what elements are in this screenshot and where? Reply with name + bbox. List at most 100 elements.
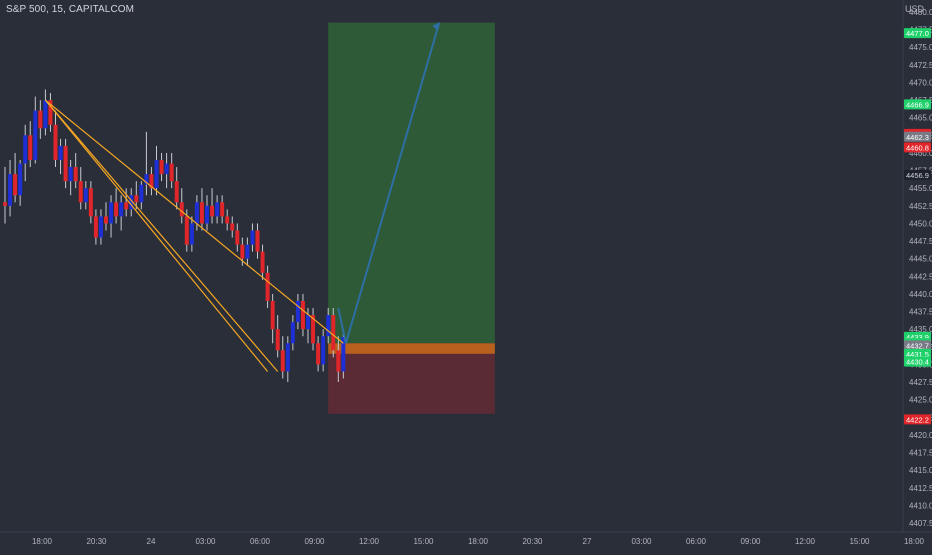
x-tick-label: 18:00: [32, 537, 53, 546]
candle-body: [174, 181, 179, 203]
x-tick-label: 03:00: [631, 537, 652, 546]
y-tick-label: 4407.5: [909, 519, 932, 528]
wedge-upper-line[interactable]: [45, 99, 344, 344]
candle-body: [88, 188, 93, 217]
x-tick-label: 09:00: [304, 537, 325, 546]
candle-body: [326, 315, 331, 337]
x-tick-label: 06:00: [250, 537, 271, 546]
candle-body: [255, 230, 260, 252]
price-label-badge: [904, 131, 931, 142]
candle-body: [129, 195, 134, 210]
candle-body: [341, 336, 346, 372]
x-tick-label: 18:00: [904, 537, 925, 546]
candle-body: [169, 163, 174, 182]
candle-body: [260, 251, 265, 273]
x-tick-label: 15:00: [849, 537, 870, 546]
candle-body: [83, 188, 88, 203]
candle-body: [210, 205, 215, 217]
candle-body: [8, 174, 13, 206]
target-zone[interactable]: [328, 22, 495, 344]
x-tick-label: 20:30: [522, 537, 543, 546]
y-tick-label: 4415.0: [909, 466, 932, 475]
y-tick-label: 4412.5: [909, 484, 932, 493]
candle-body: [311, 315, 316, 344]
candle-body: [184, 216, 189, 245]
y-tick-label: 4470.0: [909, 78, 932, 87]
candle-body: [280, 350, 285, 372]
candle-body: [134, 195, 139, 203]
candle-body: [245, 244, 250, 259]
price-label-badge: [904, 28, 931, 39]
wedge-lower-line[interactable]: [44, 99, 269, 372]
candle-body: [194, 202, 199, 224]
price-label-badge: [904, 340, 931, 351]
price-labels: 4477.04466.94462.74462.34460.84456.94433…: [904, 28, 931, 425]
candle-body: [300, 300, 305, 330]
price-label-badge: [904, 169, 931, 180]
x-tick-label: 20:30: [86, 537, 107, 546]
y-tick-label: 4445.0: [909, 255, 932, 264]
candle-body: [275, 329, 280, 351]
drawings-layer[interactable]: [44, 22, 441, 372]
candle-body: [154, 160, 159, 189]
candle-body: [149, 174, 154, 189]
candle-body: [98, 216, 103, 238]
y-tick-label: 4417.5: [909, 449, 932, 458]
candle-body: [73, 167, 78, 182]
projection-arrow[interactable]: [337, 22, 441, 344]
candle-body: [53, 124, 58, 161]
candle-body: [119, 202, 124, 217]
price-label-text: 4432.7: [906, 341, 929, 350]
candle-body: [18, 163, 23, 196]
y-tick-label: 4450.0: [909, 219, 932, 228]
price-label-text: 4431.5: [906, 350, 929, 359]
candle-body: [159, 160, 164, 175]
candle-body: [23, 135, 28, 164]
price-label-badge: [904, 348, 931, 359]
y-tick-label: 4425.0: [909, 396, 932, 405]
candle-body: [124, 202, 129, 210]
candle-body: [331, 315, 336, 351]
stop-zone[interactable]: [328, 353, 495, 414]
y-tick-label: 4447.5: [909, 237, 932, 246]
y-tick-label: 4472.5: [909, 61, 932, 70]
entry-zone[interactable]: [328, 343, 495, 354]
x-tick-label: 06:00: [686, 537, 707, 546]
candle-body: [336, 350, 341, 372]
price-label-badge: [904, 142, 931, 153]
y-tick-label: 4420.0: [909, 431, 932, 440]
time-axis[interactable]: 18:00 20:30 24 03:00 06:00 09:00 12:00 15:00 18:…: [32, 537, 925, 546]
risk-reward-zones[interactable]: [328, 22, 495, 414]
price-label-badge: [904, 99, 931, 110]
x-tick-label: 15:00: [413, 537, 434, 546]
y-tick-label: 4410.0: [909, 501, 932, 510]
candle-body: [43, 100, 48, 129]
candle-body: [240, 244, 245, 259]
candle-body: [205, 205, 209, 224]
y-tick-label: 4452.5: [909, 202, 932, 211]
y-tick-label: 4455.0: [909, 184, 932, 193]
y-tick-label: 4475.0: [909, 43, 932, 52]
price-label-text: 4422.2: [906, 415, 929, 424]
price-label-text: 4433.9: [906, 333, 929, 342]
x-tick-label: 27: [583, 537, 592, 546]
candle-body: [306, 315, 310, 330]
y-tick-label: 4427.5: [909, 378, 932, 387]
candles-layer: [3, 89, 346, 383]
x-tick-label: 09:00: [740, 537, 761, 546]
wedge-inner-line[interactable]: [44, 99, 279, 372]
x-tick-label: 24: [147, 537, 156, 546]
price-label-text: 4462.3: [906, 133, 929, 142]
candle-body: [144, 174, 149, 185]
y-tick-label: 4465.0: [909, 114, 932, 123]
price-label-badge: [904, 356, 931, 367]
candle-body: [295, 300, 300, 323]
candle-body: [13, 174, 18, 196]
candle-body: [33, 110, 38, 161]
candle-body: [179, 202, 184, 217]
candle-body: [93, 216, 98, 238]
candle-body: [225, 216, 230, 224]
price-label-badge: [904, 414, 931, 425]
